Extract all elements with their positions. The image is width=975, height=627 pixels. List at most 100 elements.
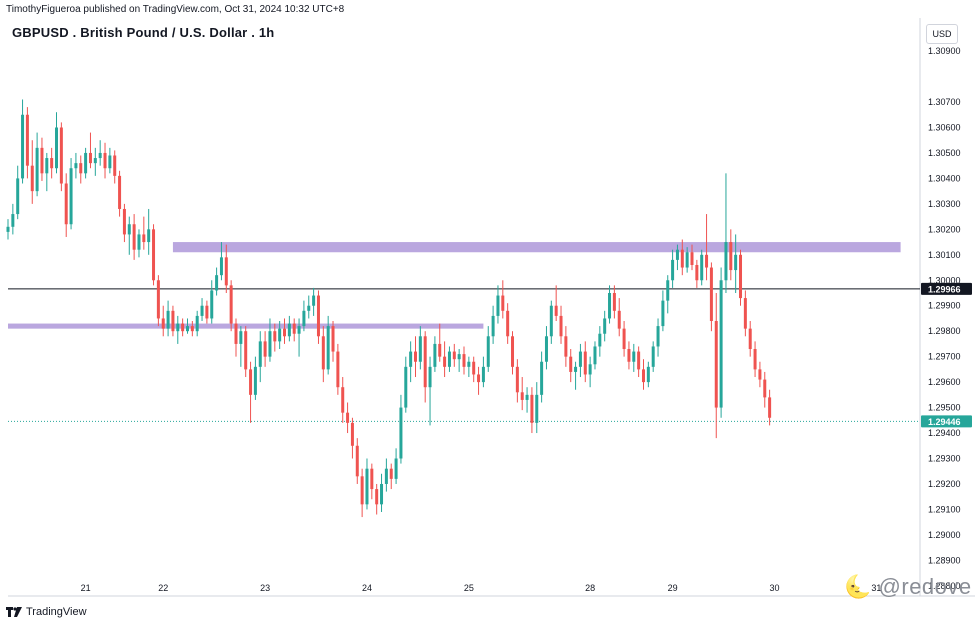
candle-body bbox=[734, 254, 738, 271]
candle-body bbox=[520, 392, 524, 400]
candle-body bbox=[671, 259, 675, 281]
tradingview-brand-label: TradingView bbox=[26, 606, 87, 618]
candle-body bbox=[219, 257, 223, 276]
candle-body bbox=[622, 328, 626, 350]
candle-body bbox=[297, 326, 301, 334]
candle-body bbox=[108, 155, 112, 169]
candle-body bbox=[457, 354, 461, 360]
candle-body bbox=[93, 158, 97, 164]
candle-body bbox=[598, 333, 602, 347]
candle-body bbox=[481, 366, 485, 383]
candle-body bbox=[113, 155, 117, 176]
candle-body bbox=[768, 397, 772, 418]
candle-body bbox=[190, 326, 194, 332]
candle-body bbox=[753, 349, 757, 370]
x-tick-label: 21 bbox=[81, 583, 91, 593]
candle-body bbox=[6, 226, 10, 232]
candle-body bbox=[346, 412, 350, 423]
candle-body bbox=[603, 318, 607, 334]
candle-body bbox=[21, 114, 25, 179]
price-chart[interactable]: 1.30900 1.30700 1.30600 1.30500 1.30400 1.303… bbox=[0, 18, 975, 602]
candle-body bbox=[258, 341, 262, 367]
candle-body bbox=[234, 323, 238, 344]
candle-body bbox=[331, 326, 335, 352]
candle-body bbox=[680, 249, 684, 268]
candle-body bbox=[341, 387, 345, 413]
y-tick-label: 1.29200 bbox=[928, 479, 961, 489]
candle-body bbox=[316, 295, 320, 337]
candle-body bbox=[244, 331, 248, 370]
candle-body bbox=[365, 468, 369, 505]
y-tick-label: 1.29700 bbox=[928, 352, 961, 362]
candle-body bbox=[617, 310, 621, 329]
candle-body bbox=[122, 208, 126, 235]
candle-body bbox=[472, 361, 476, 375]
candle-body bbox=[142, 234, 146, 243]
candle-body bbox=[195, 315, 199, 332]
candle-body bbox=[739, 254, 743, 299]
candle-body bbox=[404, 366, 408, 408]
y-tick-label: 1.29300 bbox=[928, 454, 961, 464]
candle-body bbox=[452, 351, 456, 360]
candle-body bbox=[462, 354, 466, 367]
candle-body bbox=[40, 147, 44, 174]
candle-body bbox=[428, 366, 432, 388]
candle-body bbox=[98, 152, 102, 159]
candle-body bbox=[632, 351, 636, 362]
candle-body bbox=[719, 280, 723, 408]
candle-body bbox=[161, 318, 165, 329]
candle-body bbox=[612, 292, 616, 311]
candle-body bbox=[409, 351, 413, 367]
y-tick-label: 1.28800 bbox=[928, 581, 961, 591]
candle-body bbox=[685, 252, 689, 268]
candle-body bbox=[118, 175, 122, 209]
x-tick-label: 28 bbox=[585, 583, 595, 593]
candle-body bbox=[326, 326, 330, 370]
candle-body bbox=[583, 351, 587, 375]
y-tick-label: 1.29800 bbox=[928, 326, 961, 336]
candle-body bbox=[559, 315, 563, 337]
watermark-glyph: 🌜 bbox=[844, 574, 872, 599]
candle-body bbox=[278, 328, 282, 342]
candle-body bbox=[564, 336, 568, 357]
x-tick-label: 22 bbox=[158, 583, 168, 593]
candle-body bbox=[569, 356, 573, 372]
tradingview-logo-icon bbox=[6, 607, 22, 617]
candle-body bbox=[55, 127, 59, 169]
y-tick-label: 1.30400 bbox=[928, 173, 961, 183]
price-level-label: 1.29446 bbox=[928, 417, 961, 427]
publisher-line: TimothyFigueroa published on TradingView… bbox=[6, 4, 345, 15]
candle-body bbox=[88, 152, 92, 164]
watermark-label: @redove bbox=[878, 574, 972, 599]
candle-body bbox=[147, 229, 151, 243]
candle-body bbox=[321, 336, 325, 370]
candle-body bbox=[152, 229, 156, 281]
y-tick-label: 1.30900 bbox=[928, 46, 961, 56]
candle-body bbox=[491, 315, 495, 337]
candle-body bbox=[380, 483, 384, 505]
zone-rectangle bbox=[172, 242, 901, 253]
candle-body bbox=[447, 351, 451, 367]
candle-body bbox=[399, 407, 403, 459]
y-tick-label: 1.29100 bbox=[928, 504, 961, 514]
candle-body bbox=[249, 369, 253, 395]
candle-body bbox=[690, 252, 694, 265]
candle-body bbox=[637, 351, 641, 370]
price-label-bg bbox=[921, 282, 972, 295]
candle-body bbox=[253, 366, 257, 395]
candle-body bbox=[11, 214, 15, 227]
candle-body bbox=[355, 445, 359, 477]
candle-body bbox=[156, 280, 160, 319]
y-tick-label: 1.29900 bbox=[928, 301, 961, 311]
tradingview-brand[interactable]: TradingView bbox=[6, 606, 87, 618]
candle-body bbox=[554, 305, 558, 316]
candle-body bbox=[486, 336, 490, 367]
y-tick-label: 1.29600 bbox=[928, 377, 961, 387]
candle-body bbox=[413, 351, 417, 362]
y-tick-label: 1.29000 bbox=[928, 530, 961, 540]
candle-body bbox=[661, 300, 665, 327]
candle-body bbox=[239, 331, 243, 344]
currency-selector[interactable]: USD bbox=[926, 24, 958, 44]
candle-body bbox=[69, 168, 73, 225]
candle-body bbox=[283, 328, 287, 337]
